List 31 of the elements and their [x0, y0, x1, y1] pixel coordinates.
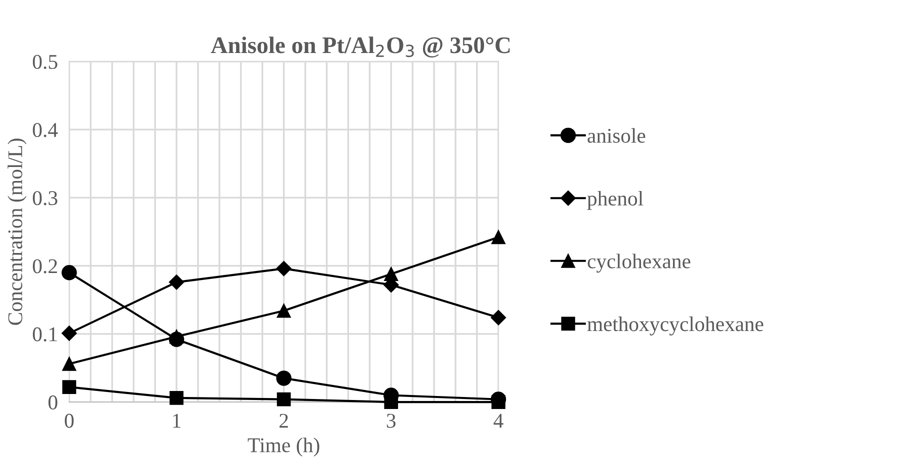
x-tick-label: 2: [280, 414, 288, 428]
x-axis-title: Time (h): [248, 438, 320, 457]
point: [276, 392, 291, 406]
y-tick-label: 0.5: [32, 54, 58, 70]
legend-label: cyclohexane: [588, 254, 690, 273]
point: [170, 391, 184, 405]
y-tick-label: 0.3: [32, 191, 58, 206]
point: [62, 356, 76, 371]
chart-title: Anisole on Pt/Al$_{2}$O$_{3}$ @ 350°C: [210, 36, 510, 58]
y-tick-label: 0.4: [32, 122, 58, 138]
legend-label: phenol: [587, 190, 644, 210]
x-tick-label: 4: [494, 414, 504, 428]
point: [62, 265, 77, 280]
point: [62, 380, 76, 394]
point: [276, 370, 292, 386]
legend-label: anisole: [588, 128, 646, 143]
x-tick-label: 0: [64, 414, 74, 428]
x-tick-label: 1: [173, 414, 180, 428]
point: [168, 332, 184, 348]
x-tick-label: 3: [386, 414, 396, 428]
point: [62, 326, 77, 341]
point: [168, 274, 184, 290]
point: [491, 230, 506, 244]
y-tick-label: 0.1: [32, 327, 57, 342]
y-tick-label: 0: [48, 395, 58, 410]
y-tick-label: 0.2: [32, 259, 57, 274]
point: [276, 260, 292, 276]
legend-label: methoxycyclohexane: [587, 316, 764, 336]
point: [490, 310, 506, 326]
point: [276, 304, 291, 318]
y-axis-title: Concentration (mol/L): [8, 138, 27, 325]
